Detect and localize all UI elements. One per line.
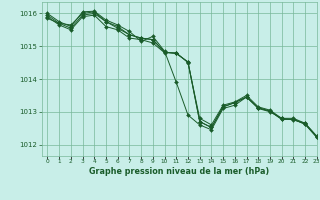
X-axis label: Graphe pression niveau de la mer (hPa): Graphe pression niveau de la mer (hPa) [89,167,269,176]
